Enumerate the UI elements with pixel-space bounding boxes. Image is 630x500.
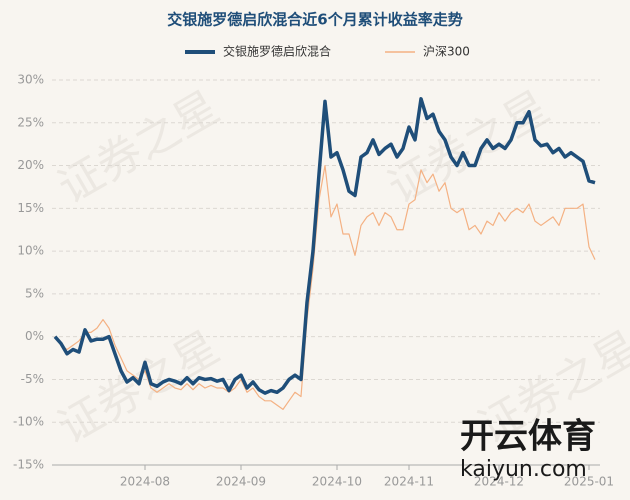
x-tick-label: 2024-12 [474,475,524,489]
y-tick-label: 25% [17,115,44,129]
y-tick-label: -10% [13,415,44,429]
y-tick-label: 5% [25,286,44,300]
y-tick-label: -15% [13,458,44,472]
y-tick-label: -5% [21,372,44,386]
x-tick-label: 2024-08 [120,475,170,489]
y-tick-label: 15% [17,201,44,215]
legend-label: 交银施罗德启欣混合 [223,44,331,59]
logo-text: 开云体育 [460,417,596,457]
x-tick-label: 2024-11 [384,475,434,489]
line-series [53,97,596,395]
y-tick-label: 10% [17,244,44,258]
y-tick-label: 20% [17,158,44,172]
x-tick-label: 2025-01 [564,475,614,489]
y-tick-label: 30% [17,73,44,87]
x-tick-label: 2024-09 [216,475,266,489]
x-tick-label: 2024-10 [312,475,362,489]
legend-label: 沪深300 [423,45,470,59]
watermark: 证券之星 [50,322,228,454]
line-series [54,164,596,410]
logo-url: kaiyun.com [460,457,587,482]
watermark: 证券之星 [50,82,228,214]
watermark: 证券之星 [380,82,558,214]
chart-title: 交银施罗德启欣混合近6个月累计收益率走势 [167,11,462,29]
y-tick-label: 0% [25,329,44,343]
